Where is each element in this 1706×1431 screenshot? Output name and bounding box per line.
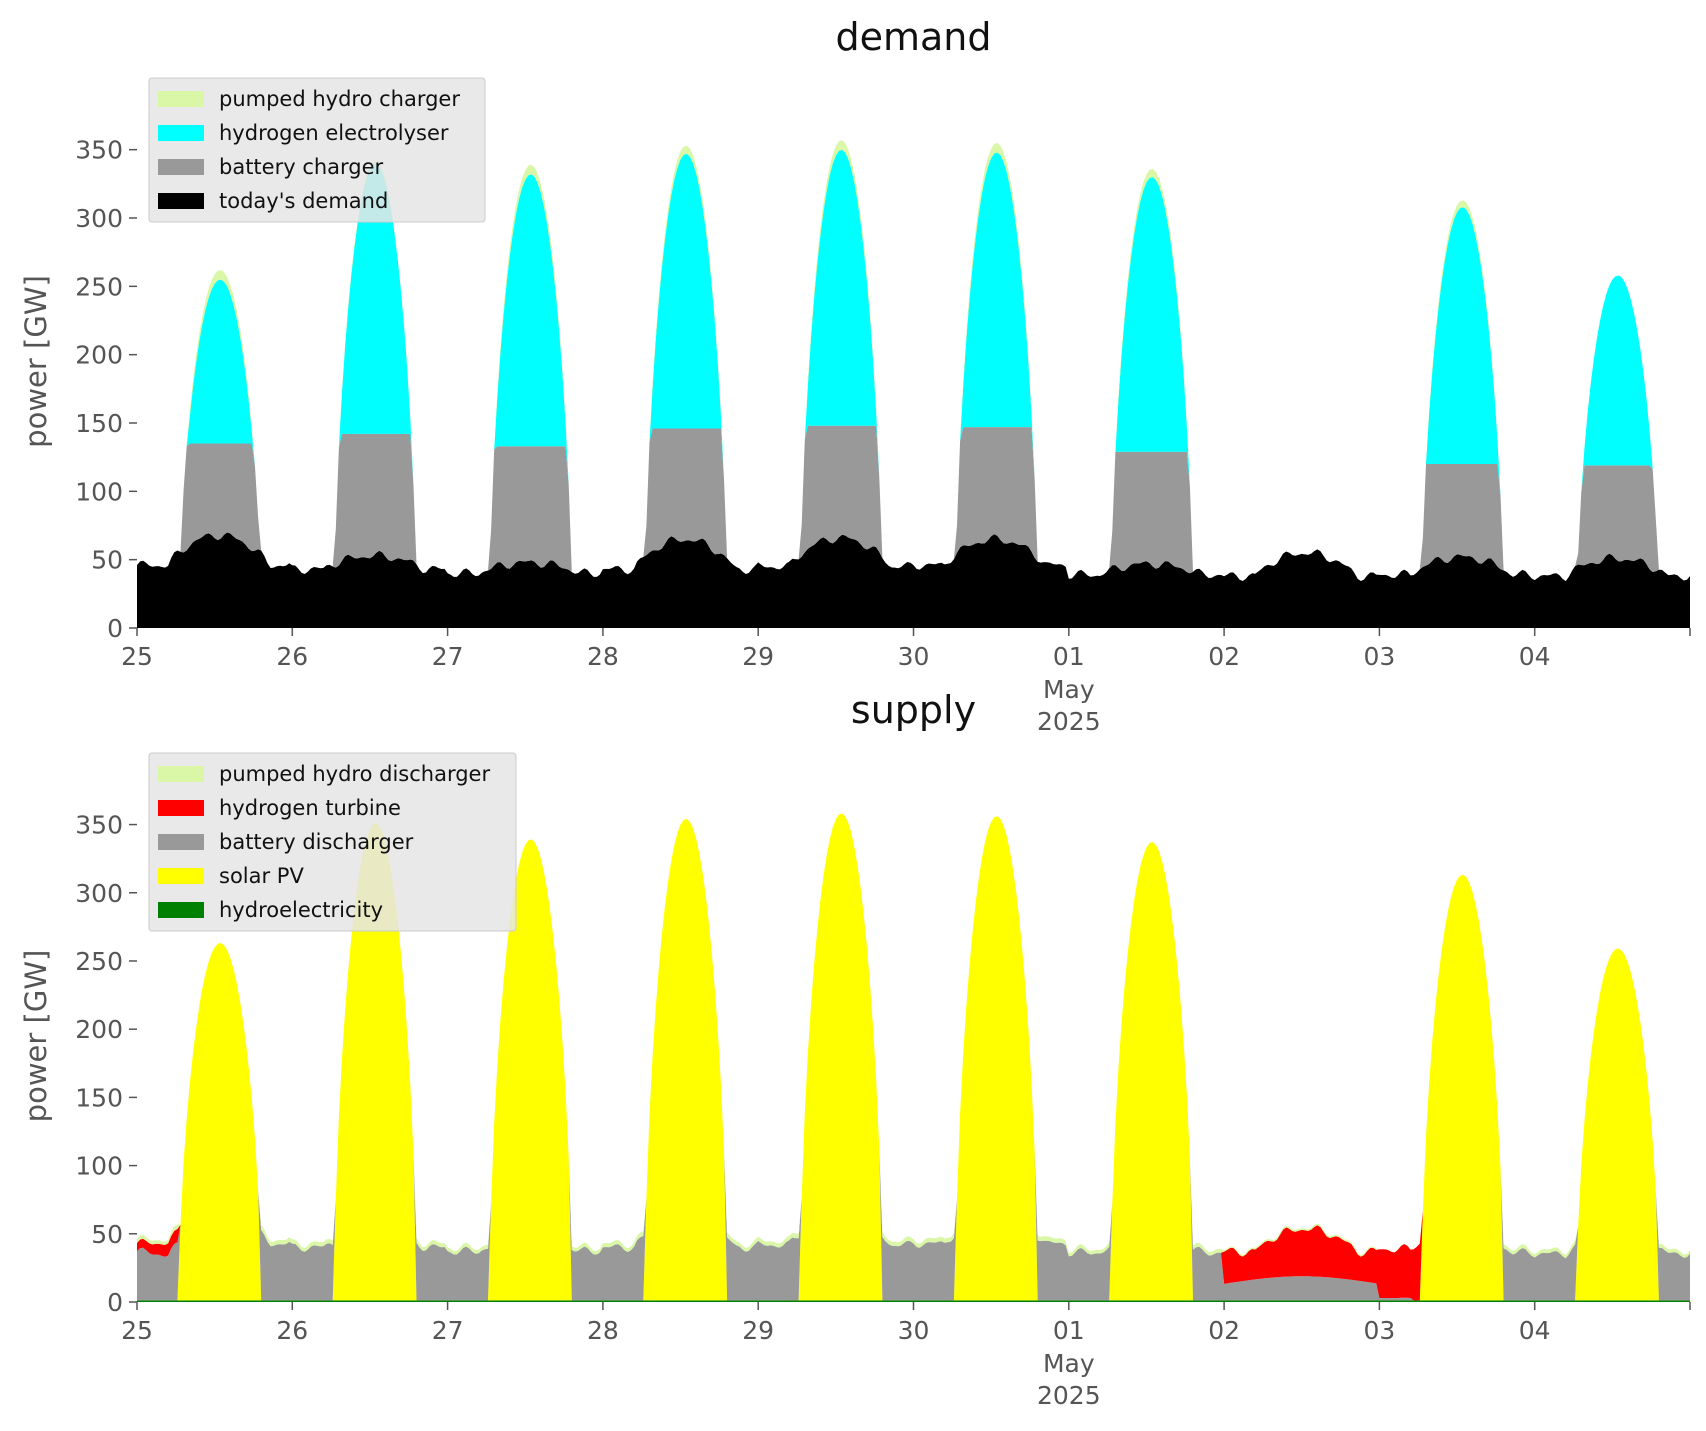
x-tick-label: 03 [1363,1316,1395,1345]
x-tick-label: 29 [742,642,774,671]
legend-swatch [158,834,204,850]
area-battery-charger [137,425,1690,582]
legend-swatch [158,868,204,884]
legend: pumped hydro charger hydrogen electrolyse… [148,77,486,223]
x-tick-label: 04 [1519,1316,1551,1345]
y-tick-label: 50 [91,1220,123,1249]
legend-label: hydroelectricity [219,898,383,922]
x-tick-label: 30 [898,642,930,671]
area-hydroelectricity [137,1300,1690,1302]
area-battery-discharger [137,813,1690,1301]
legend-label: pumped hydro discharger [219,762,490,786]
y-tick-label: 300 [75,204,123,233]
legend-box [148,752,517,932]
legend-swatch [158,125,204,141]
area-hydrogen-electrolyser [137,149,1690,582]
x-tick-label: 28 [587,1316,619,1345]
legend-swatch [158,902,204,918]
y-axis-label: power [GW] [19,275,53,448]
y-tick-label: 0 [107,1288,123,1317]
y-tick-label: 200 [75,341,123,370]
legend-swatch [158,193,204,209]
y-tick-label: 150 [75,409,123,438]
x-tick-label: 29 [742,1316,774,1345]
legend-label: solar PV [219,864,304,888]
legend-label: battery charger [219,155,384,179]
x-year-label: 2025 [1037,1381,1101,1410]
x-tick-label: 28 [587,642,619,671]
y-tick-label: 150 [75,1083,123,1112]
y-tick-label: 50 [91,546,123,575]
x-year-label: 2025 [1037,707,1101,736]
area-today-s-demand [137,532,1690,628]
y-tick-label: 100 [75,1152,123,1181]
legend-swatch [158,159,204,175]
x-tick-label: 30 [898,1316,930,1345]
legend: pumped hydro discharger hydrogen turbine b… [148,752,517,932]
x-tick-label: 25 [121,1316,153,1345]
x-tick-label: 02 [1208,1316,1240,1345]
legend-label: hydrogen turbine [219,796,401,820]
y-axis-label: power [GW] [19,950,53,1123]
y-tick-label: 250 [75,272,123,301]
x-tick-label: 25 [121,642,153,671]
supply-panel: supply 0 50 100 150 200 250 300 350 power [GW] 25 2… [19,688,1691,1410]
x-tick-label: 04 [1519,642,1551,671]
x-tick-label: 01 [1053,1316,1085,1345]
demand-panel: demand 0 50 100 150 200 250 300 350 power [GW] 25 2… [19,15,1691,736]
legend-swatch [158,800,204,816]
legend-label: hydrogen electrolyser [219,121,449,145]
y-tick-label: 100 [75,477,123,506]
chart-title: supply [851,688,976,732]
y-tick-label: 350 [75,811,123,840]
legend-label: pumped hydro charger [219,87,460,111]
legend-label: battery discharger [219,830,414,854]
area-solar-pv [137,813,1690,1301]
legend-swatch [158,766,204,782]
x-month-label: May [1043,675,1095,704]
x-tick-label: 01 [1053,642,1085,671]
x-tick-label: 26 [276,642,308,671]
y-tick-label: 350 [75,136,123,165]
x-tick-label: 27 [432,642,464,671]
x-tick-label: 27 [432,1316,464,1345]
x-tick-label: 03 [1363,642,1395,671]
y-tick-label: 0 [107,614,123,643]
legend-box [148,77,486,223]
chart-title: demand [835,15,991,59]
x-tick-label: 26 [276,1316,308,1345]
x-tick-label: 02 [1208,642,1240,671]
y-tick-label: 250 [75,947,123,976]
x-month-label: May [1043,1349,1095,1378]
y-tick-label: 200 [75,1015,123,1044]
legend-swatch [158,91,204,107]
legend-label: today's demand [219,189,388,213]
y-tick-label: 300 [75,879,123,908]
